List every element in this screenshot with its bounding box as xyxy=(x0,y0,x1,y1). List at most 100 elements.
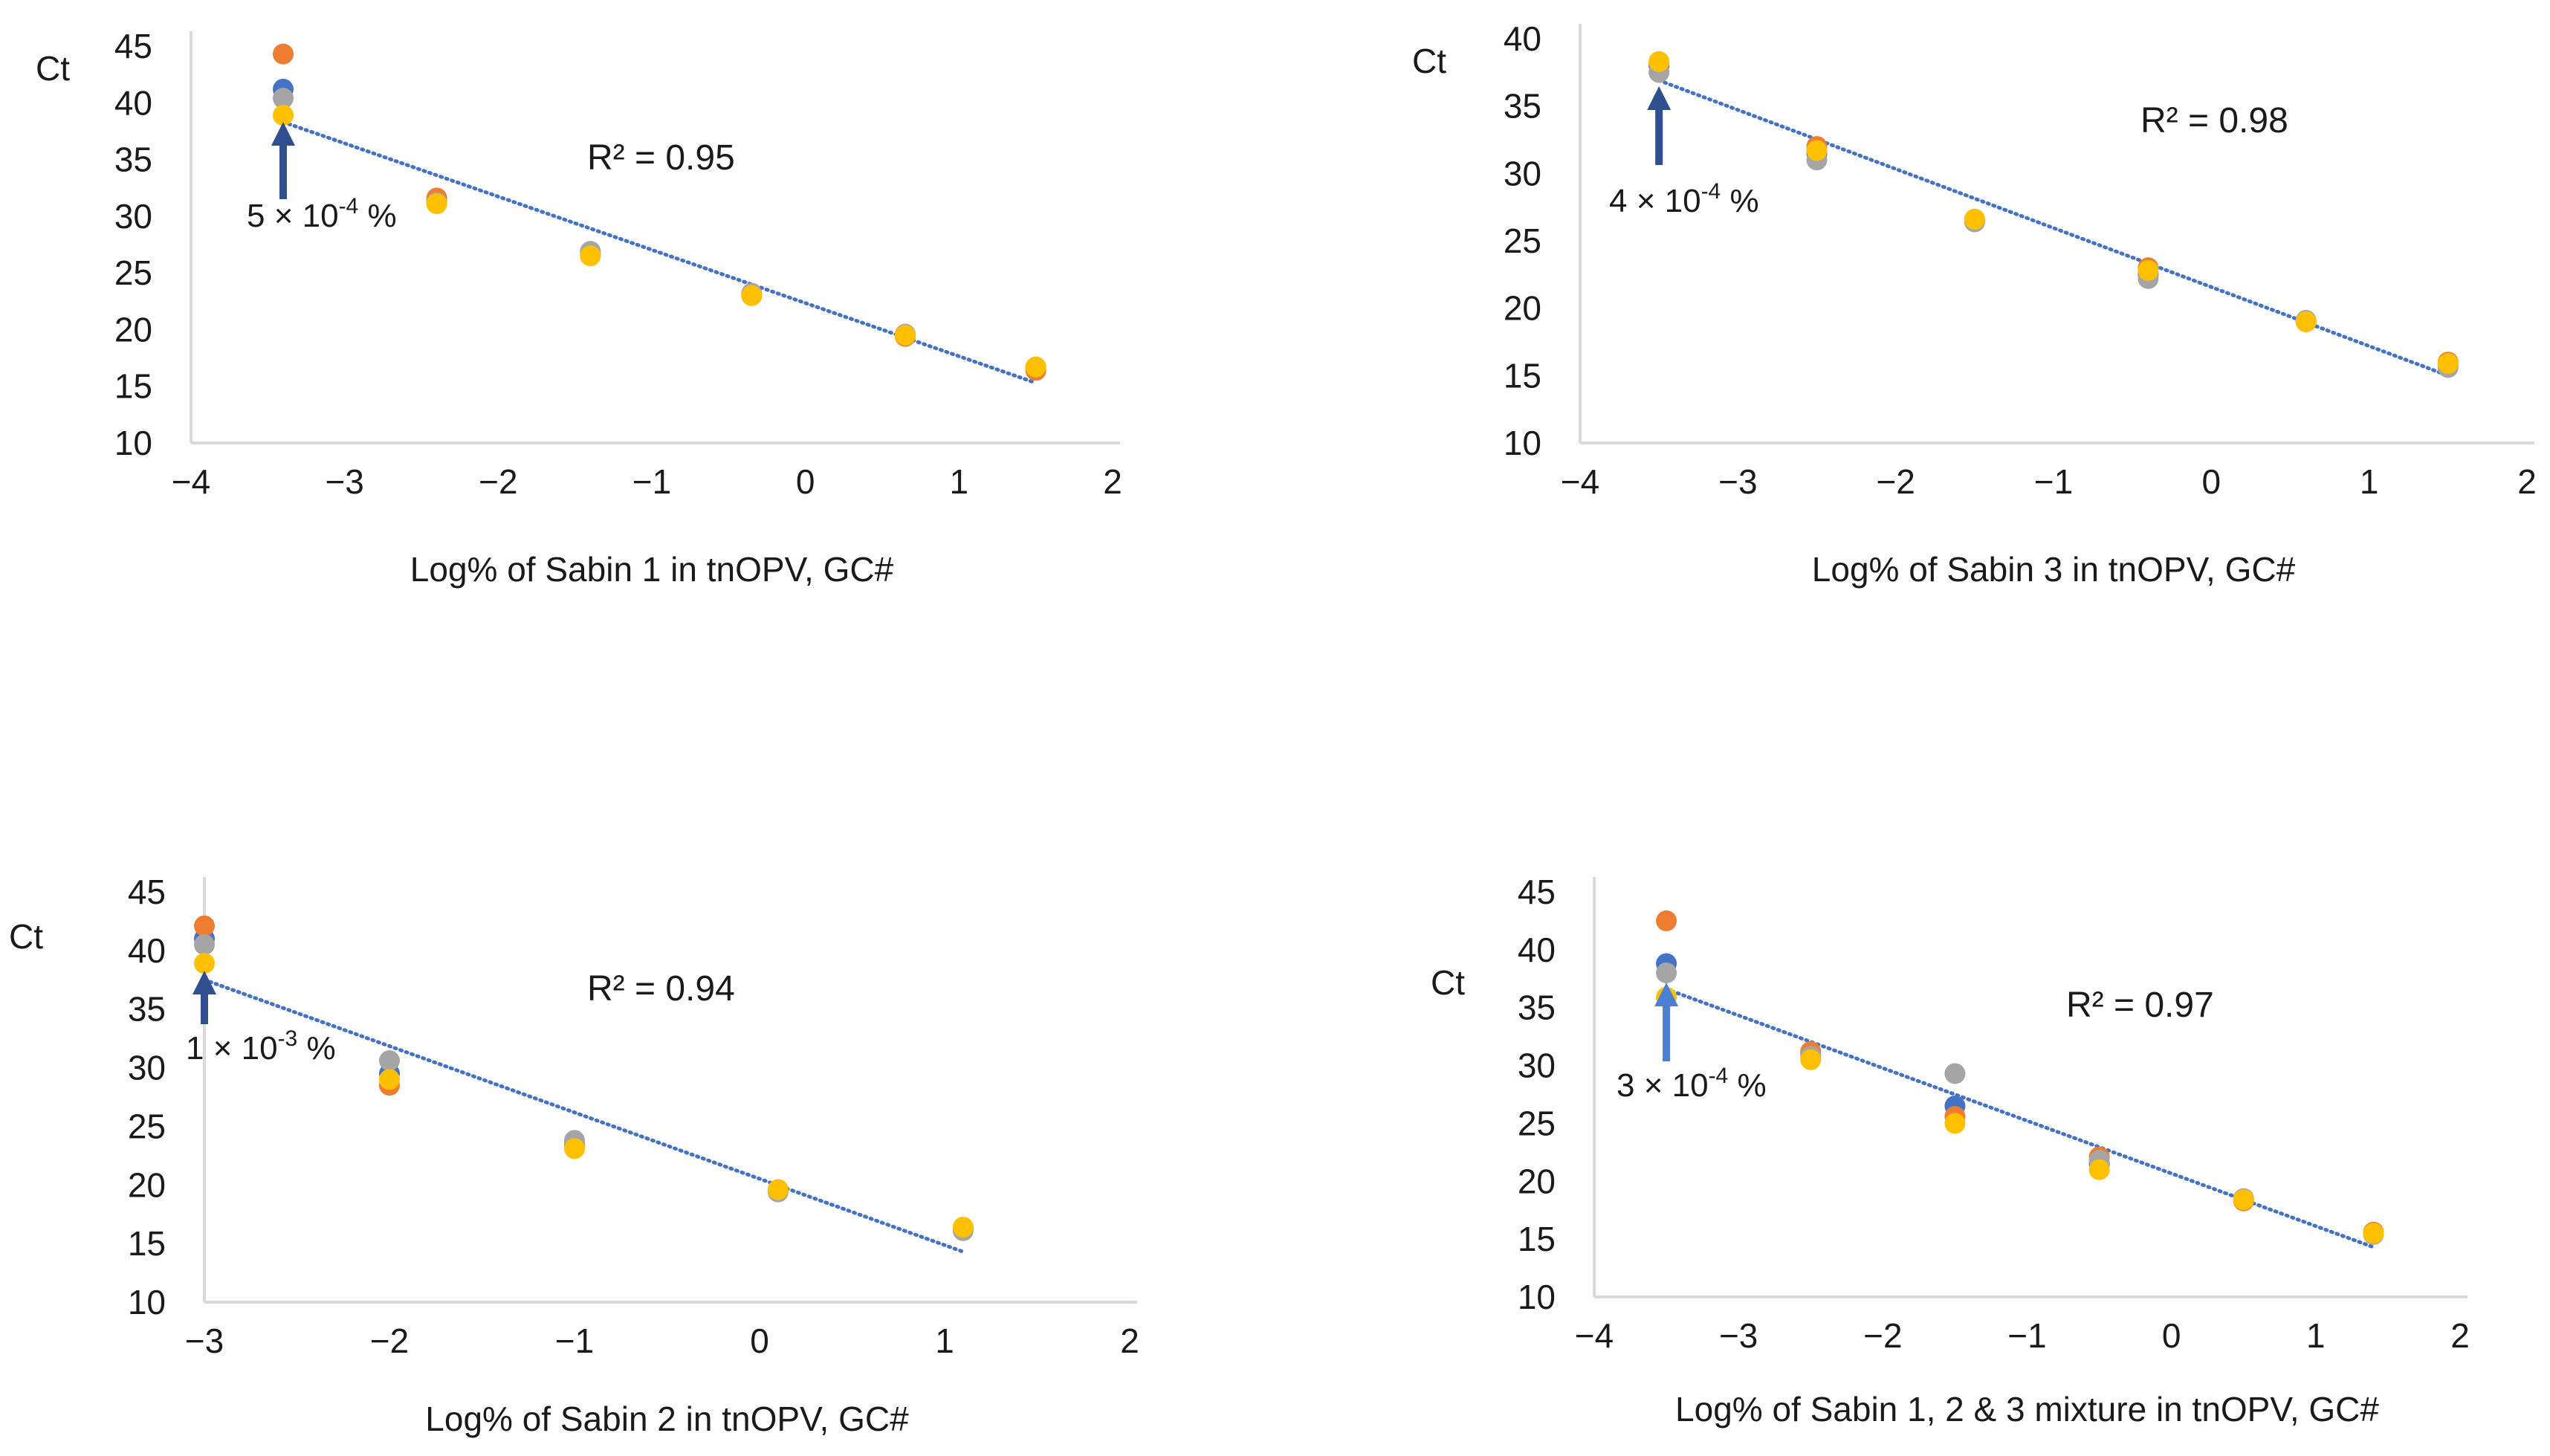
lod-annotation-base: 3 × 10 xyxy=(1617,1067,1709,1104)
y-tick-label: 40 xyxy=(1504,19,1541,58)
series-3 xyxy=(194,934,974,1241)
y-tick-label: 20 xyxy=(114,310,152,349)
x-tick-label: −3 xyxy=(325,462,363,501)
x-axis-title: Log% of Sabin 1, 2 & 3 mixture in tnOPV,… xyxy=(1675,1390,2379,1429)
data-point xyxy=(564,1138,585,1159)
y-axis-title: Ct xyxy=(9,917,43,956)
y-tick-label: 35 xyxy=(128,990,166,1029)
r-squared-label: R² = 0.97 xyxy=(2066,986,2214,1025)
data-point xyxy=(952,1217,974,1238)
data-point xyxy=(1656,910,1677,931)
chart-panel-1: 10 15 20 25 30 35 40 45 −4 −3 −2 −1 0 1 2 Ct Log% of Sab… xyxy=(36,27,1122,589)
trendline xyxy=(1664,987,2375,1249)
data-point xyxy=(273,105,294,126)
x-tick-label: 2 xyxy=(1120,1321,1139,1360)
data-point xyxy=(273,43,294,65)
lod-annotation: 5 × 10-4 % xyxy=(247,194,397,234)
trendline xyxy=(1657,78,2450,378)
data-point xyxy=(1025,356,1046,378)
y-tick-label: 25 xyxy=(128,1107,166,1145)
data-point xyxy=(2233,1189,2254,1211)
lod-annotation-unit: % xyxy=(297,1030,335,1067)
r-squared-label: R² = 0.98 xyxy=(2140,101,2288,140)
lod-annotation-exponent: -4 xyxy=(1709,1064,1729,1088)
x-tick-label: −1 xyxy=(2034,462,2073,501)
chart-panel-3: 10 15 20 25 30 35 40 45 −3 −2 −1 0 1 2 Ct Log% of Sabin… xyxy=(9,873,1139,1438)
y-axis-title: Ct xyxy=(36,49,70,88)
data-point xyxy=(895,325,916,346)
data-point xyxy=(273,88,294,109)
series-1 xyxy=(194,928,974,1239)
x-tick-label: 0 xyxy=(796,462,815,501)
y-tick-label: 35 xyxy=(114,140,152,179)
series-3 xyxy=(1648,62,2459,378)
x-tick-label: 2 xyxy=(1103,462,1122,501)
lod-annotation-unit: % xyxy=(358,198,396,234)
x-axis-title: Log% of Sabin 3 in tnOPV, GC# xyxy=(1812,550,2296,589)
y-tick-label: 15 xyxy=(1518,1220,1556,1258)
data-point xyxy=(194,953,215,974)
x-tick-label: −3 xyxy=(1719,1316,1758,1355)
lod-annotation-unit: % xyxy=(1721,183,1758,219)
y-tick-label: 40 xyxy=(128,931,166,970)
series-4 xyxy=(273,105,1046,378)
y-tick-label: 30 xyxy=(114,197,152,236)
trendline xyxy=(281,120,1038,385)
y-tick-label: 20 xyxy=(1504,289,1541,328)
data-point xyxy=(1800,1049,1822,1070)
y-tick-label: 15 xyxy=(114,367,152,406)
x-tick-label: 0 xyxy=(2162,1316,2181,1355)
y-tick-label: 15 xyxy=(128,1224,166,1263)
y-tick-label: 45 xyxy=(128,873,166,911)
y-tick-label: 20 xyxy=(1518,1162,1556,1200)
x-tick-label: 0 xyxy=(2202,462,2221,501)
x-tick-label: −2 xyxy=(479,462,517,501)
lod-annotation-exponent: -4 xyxy=(339,194,359,219)
data-point xyxy=(2437,353,2459,375)
data-point xyxy=(767,1179,789,1200)
x-tick-label: −4 xyxy=(1561,462,1599,501)
y-tick-label: 15 xyxy=(1504,356,1541,395)
x-tick-label: −4 xyxy=(172,462,210,501)
x-tick-label: −2 xyxy=(1876,462,1915,501)
x-tick-label: −3 xyxy=(1718,462,1757,501)
y-tick-label: 20 xyxy=(128,1165,166,1204)
data-point xyxy=(2088,1159,2110,1180)
data-point xyxy=(580,245,601,267)
x-tick-label: −4 xyxy=(1575,1316,1614,1355)
trendline xyxy=(202,977,965,1254)
y-tick-label: 35 xyxy=(1504,87,1541,126)
x-tick-label: −1 xyxy=(555,1321,594,1360)
x-tick-label: −1 xyxy=(2007,1316,2046,1355)
data-point xyxy=(426,193,447,215)
y-axis-title: Ct xyxy=(1431,963,1465,1002)
y-tick-label: 35 xyxy=(1518,989,1556,1027)
lod-annotation-base: 1 × 10 xyxy=(186,1030,278,1067)
data-point xyxy=(1806,140,1828,161)
lod-annotation: 1 × 10-3 % xyxy=(186,1026,336,1067)
data-point xyxy=(2295,311,2317,332)
data-point xyxy=(194,915,215,936)
x-tick-label: 2 xyxy=(2450,1316,2470,1355)
y-tick-label: 45 xyxy=(114,27,152,65)
lod-annotation-unit: % xyxy=(1728,1067,1766,1104)
x-tick-label: −2 xyxy=(1863,1316,1902,1355)
y-tick-label: 10 xyxy=(1504,424,1541,462)
data-point xyxy=(741,285,763,306)
y-tick-label: 40 xyxy=(1518,931,1556,969)
y-tick-label: 10 xyxy=(128,1283,166,1321)
x-tick-label: −3 xyxy=(185,1321,224,1360)
data-point xyxy=(1944,1113,1966,1134)
data-point xyxy=(194,934,215,955)
x-tick-label: 1 xyxy=(935,1321,954,1360)
y-tick-label: 25 xyxy=(114,253,152,292)
x-tick-label: 0 xyxy=(750,1321,769,1360)
x-tick-label: 1 xyxy=(950,462,969,501)
y-tick-label: 25 xyxy=(1504,221,1541,260)
series-2 xyxy=(1648,52,2459,373)
lod-annotation: 4 × 10-4 % xyxy=(1609,179,1759,219)
x-axis-title: Log% of Sabin 2 in tnOPV, GC# xyxy=(425,1400,909,1438)
lod-annotation-base: 4 × 10 xyxy=(1609,183,1701,219)
data-point xyxy=(2138,259,2159,281)
r-squared-label: R² = 0.94 xyxy=(587,969,735,1009)
